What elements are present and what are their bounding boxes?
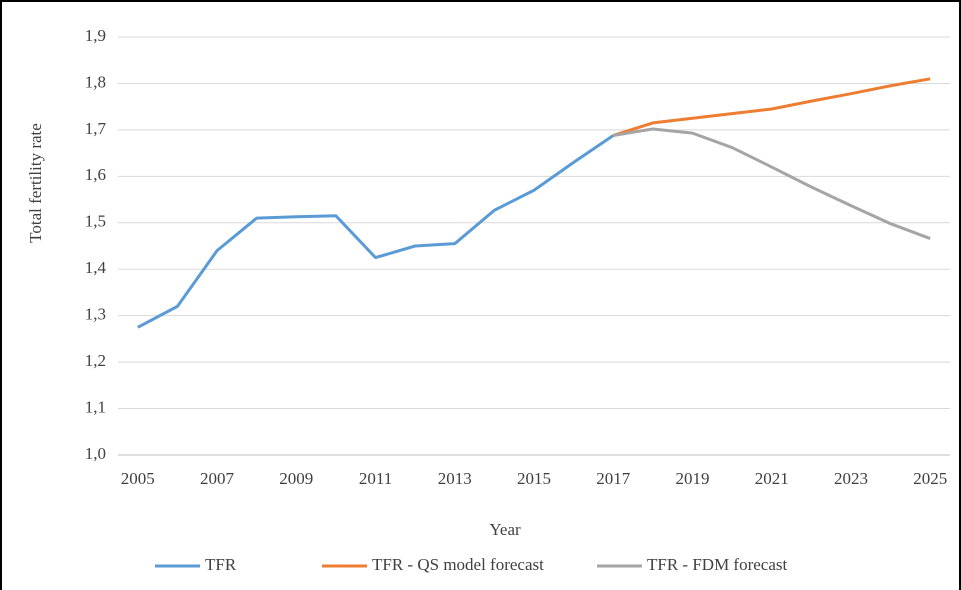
x-tick-label: 2009: [279, 469, 313, 488]
y-tick-label: 1,8: [85, 72, 106, 91]
x-tick-label: 2005: [121, 469, 155, 488]
legend-label: TFR - QS model forecast: [372, 555, 544, 574]
legend-label: TFR: [205, 555, 237, 574]
series-line: [137, 134, 615, 329]
y-tick-label: 1,6: [85, 165, 106, 184]
y-tick-label: 1,3: [85, 305, 106, 324]
legend-label: TFR - FDM forecast: [647, 555, 788, 574]
y-tick-label: 1,7: [85, 119, 107, 138]
x-tick-label: 2019: [675, 469, 709, 488]
series-line: [612, 77, 931, 137]
x-tick-label: 2007: [200, 469, 235, 488]
y-tick-label: 1,1: [85, 397, 106, 416]
y-axis-title: Total fertility rate: [26, 123, 45, 243]
x-tick-label: 2025: [913, 469, 947, 488]
y-tick-label: 1,0: [85, 444, 106, 463]
x-tick-label: 2015: [517, 469, 551, 488]
y-tick-label: 1,2: [85, 351, 106, 370]
y-tick-label: 1,4: [85, 258, 107, 277]
x-tick-label: 2023: [834, 469, 868, 488]
y-tick-label: 1,5: [85, 212, 106, 231]
y-tick-label: 1,9: [85, 26, 106, 45]
x-axis-title: Year: [489, 520, 521, 539]
series-line: [612, 127, 931, 240]
x-tick-label: 2011: [359, 469, 392, 488]
x-tick-label: 2017: [596, 469, 631, 488]
x-tick-label: 2013: [438, 469, 472, 488]
x-tick-label: 2021: [755, 469, 789, 488]
